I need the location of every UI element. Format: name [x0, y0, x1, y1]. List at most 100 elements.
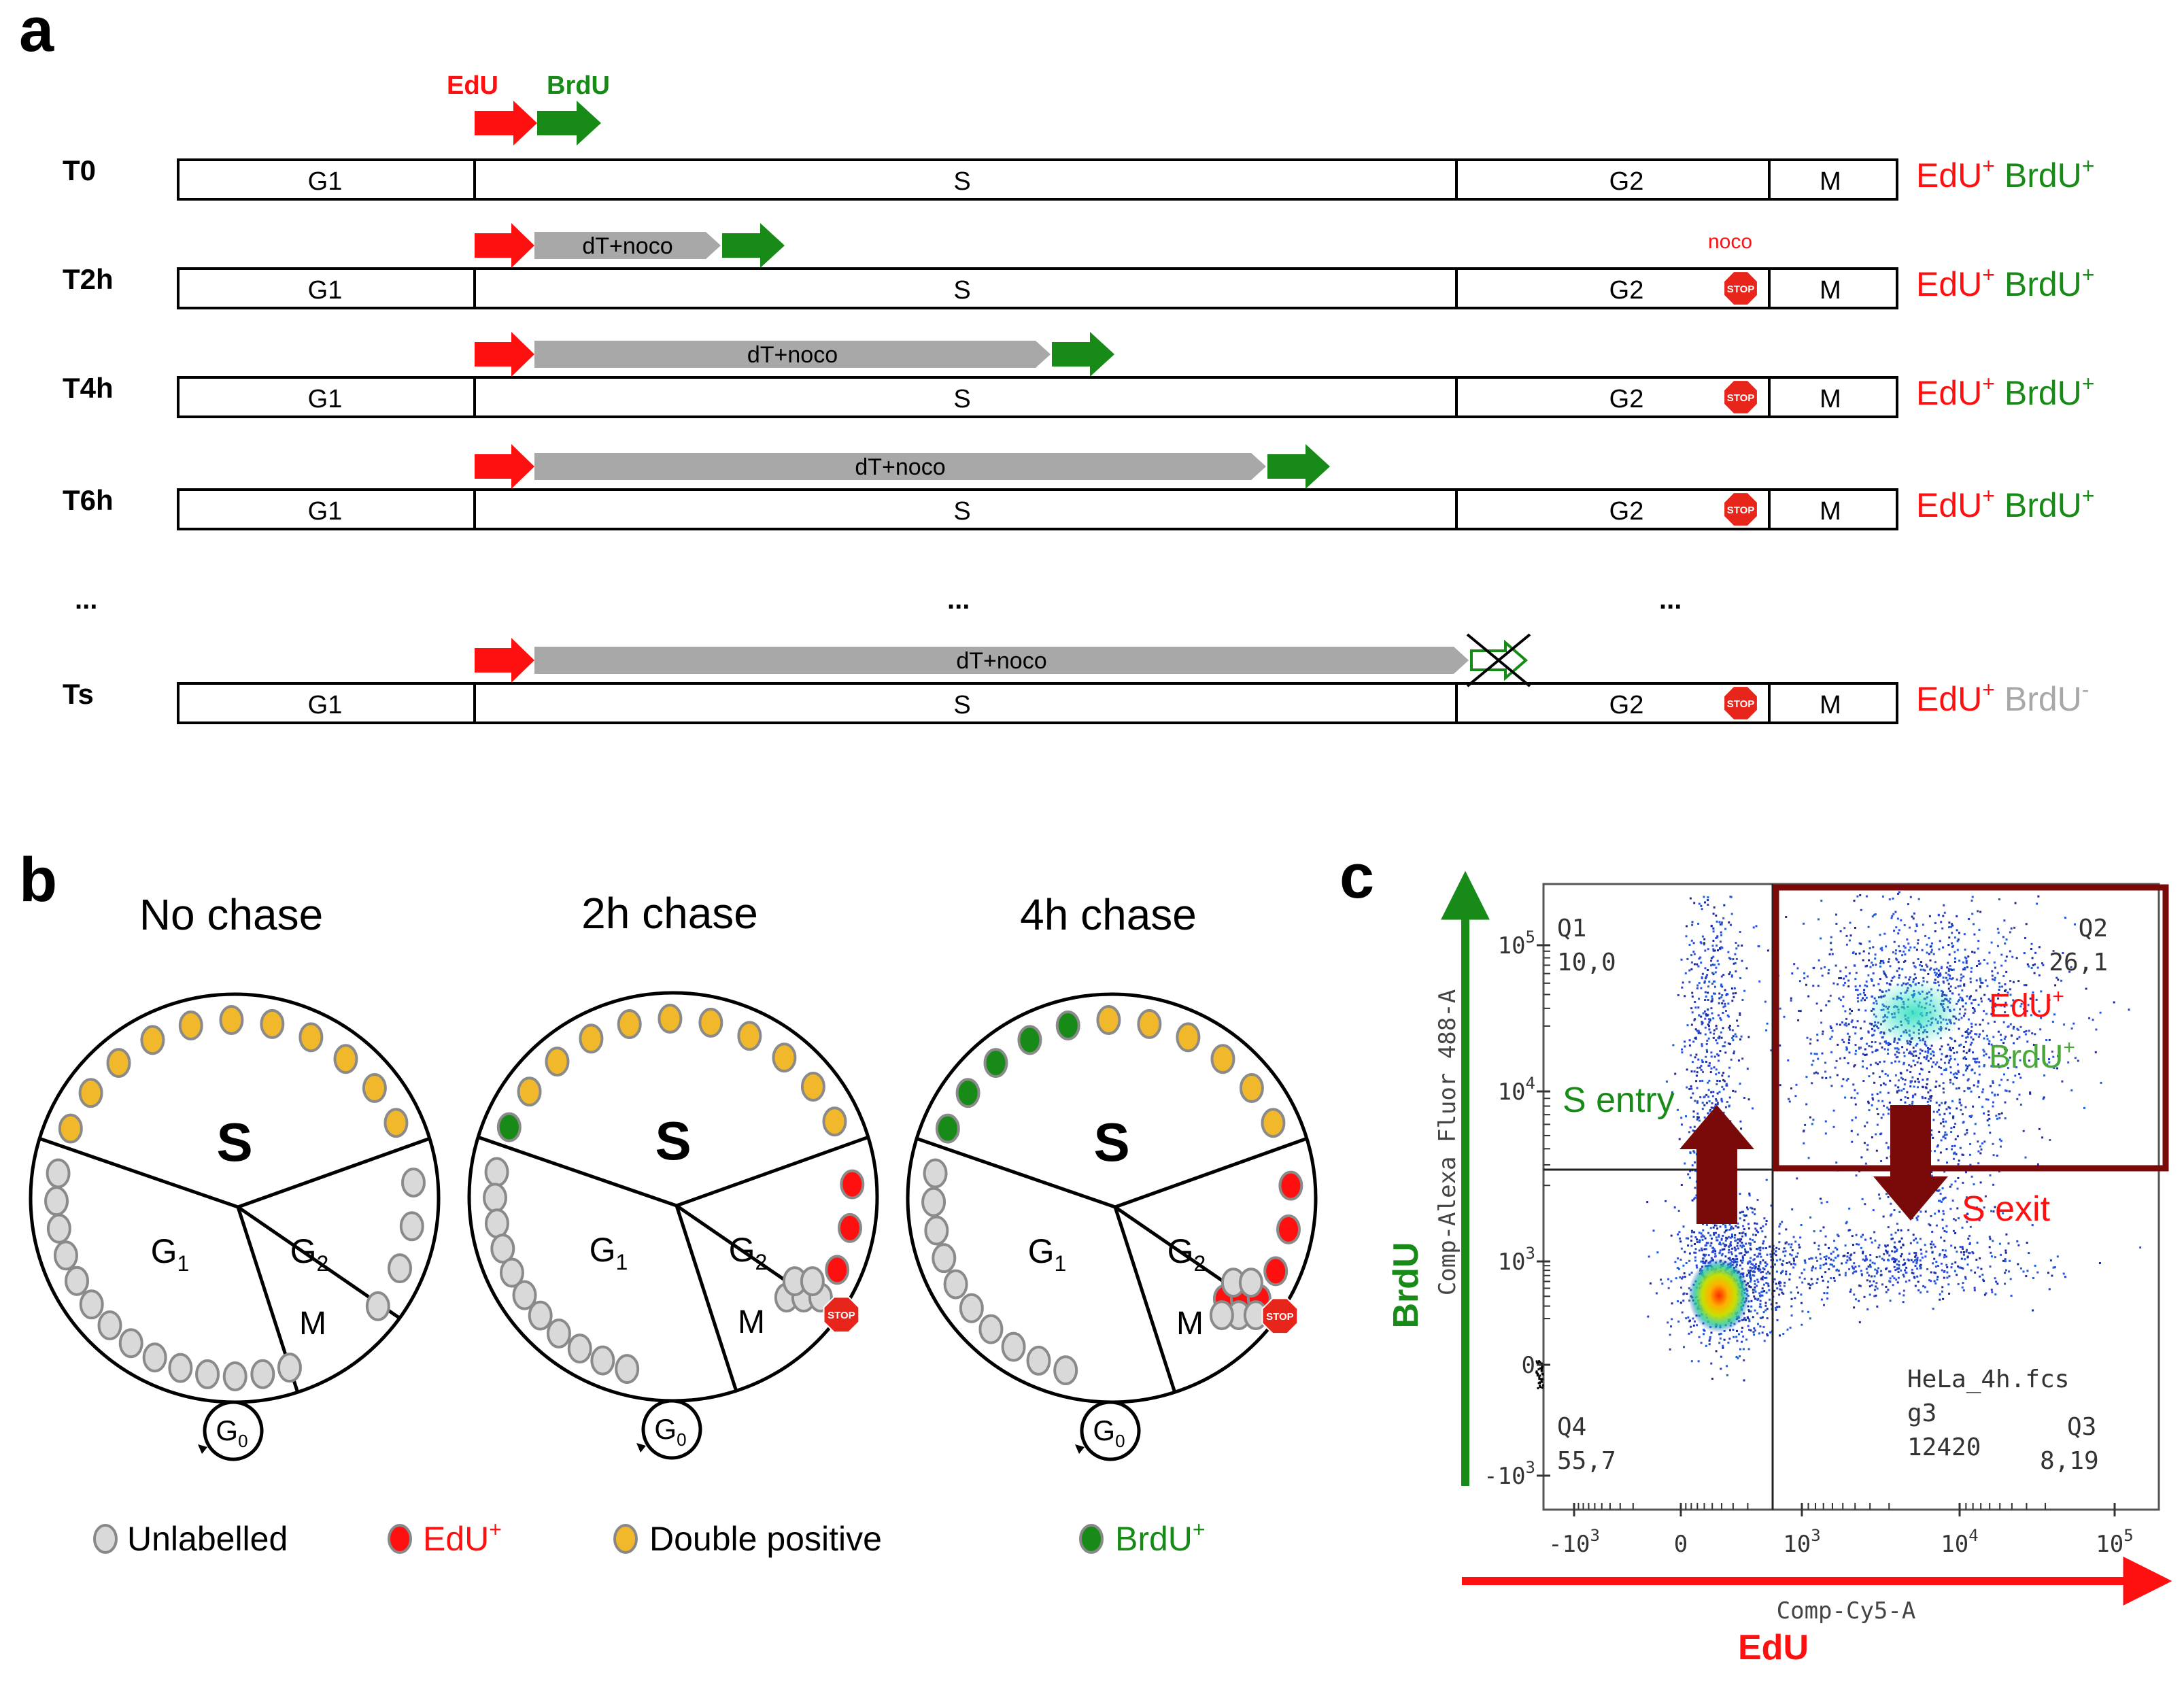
event-dot [1711, 1378, 1713, 1380]
event-dot [1764, 1302, 1767, 1304]
event-dot [1782, 1293, 1785, 1295]
event-dot [1816, 1034, 1819, 1036]
event-dot [1856, 997, 1859, 1000]
event-dot [2098, 1262, 2101, 1264]
event-dot [1671, 1318, 1673, 1321]
event-dot [1997, 945, 1999, 947]
event-dot [1912, 1272, 1915, 1275]
event-dot [1998, 1242, 2001, 1245]
event-dot [1856, 1243, 1858, 1246]
event-dot [1930, 1095, 1933, 1098]
event-dot [1869, 1237, 1872, 1240]
event-dot [1903, 924, 1906, 926]
event-dot [1722, 1045, 1724, 1048]
stop-sign-icon [823, 1296, 860, 1334]
event-dot [1925, 1058, 1928, 1061]
event-dot [1708, 1062, 1711, 1065]
event-dot [2095, 1028, 2098, 1031]
event-dot [1915, 925, 1918, 928]
event-dot [1778, 1232, 1781, 1235]
event-dot [1919, 1249, 1922, 1251]
event-dot [1669, 1348, 1671, 1351]
event-dot [1830, 1277, 1832, 1280]
event-dot [1914, 1050, 1917, 1053]
event-dot [1699, 1240, 1701, 1242]
event-dot [1950, 1244, 1953, 1247]
ellipsis-left: ... [75, 585, 97, 615]
event-dot [1965, 1196, 1968, 1199]
event-dot [2002, 1212, 2004, 1215]
event-dot [1939, 1200, 1941, 1202]
event-dot [2016, 1240, 2019, 1242]
event-dot [1937, 969, 1940, 972]
event-dot [1737, 1059, 1740, 1062]
event-dot [1686, 925, 1688, 928]
event-dot [1759, 1303, 1762, 1306]
event-dot [1861, 1198, 1864, 1200]
event-dot [1690, 1272, 1693, 1274]
event-dot [1826, 1292, 1828, 1295]
event-dot [1885, 1285, 1888, 1288]
event-dot [1649, 1282, 1652, 1285]
event-dot [1739, 1259, 1742, 1262]
event-dot [1788, 1261, 1791, 1263]
event-dot [1962, 1289, 1965, 1292]
event-dot [1912, 1261, 1915, 1263]
event-dot [1747, 1317, 1749, 1319]
event-dot [1905, 1280, 1907, 1283]
event-dot [1853, 1270, 1856, 1273]
event-dot [1837, 1234, 1839, 1236]
event-dot [1679, 1237, 1682, 1240]
event-dot [2034, 1033, 2036, 1036]
event-dot [1912, 962, 1915, 964]
event-dot [2009, 988, 2011, 991]
event-dot [1996, 1045, 1998, 1047]
event-dot [1733, 1261, 1735, 1264]
event-dot [1877, 1246, 1880, 1249]
event-dot [1939, 1048, 1942, 1051]
result-label: EdU+ BrdU+ [1916, 154, 2094, 194]
event-dot [1958, 1217, 1960, 1219]
event-dot [2018, 1073, 2021, 1076]
event-dot [1887, 1053, 1890, 1055]
event-dot [1694, 1187, 1696, 1189]
event-dot [1871, 1051, 1874, 1053]
event-dot [1690, 1360, 1693, 1363]
event-dot [1947, 970, 1950, 972]
event-dot [1936, 1265, 1939, 1267]
event-dot [1855, 1234, 1858, 1236]
event-dot [2022, 1270, 2025, 1273]
event-dot [1998, 1066, 2001, 1068]
event-dot [1750, 1263, 1753, 1266]
event-dot [1887, 960, 1890, 963]
event-dot [1913, 1251, 1916, 1254]
edge-event [1538, 1376, 1541, 1379]
event-dot [1850, 1253, 1853, 1256]
event-dot [1893, 1266, 1896, 1268]
event-dot [1857, 994, 1860, 996]
edge-event [1539, 1381, 1541, 1384]
event-dot [1824, 1132, 1827, 1135]
event-dot [1898, 1292, 1901, 1295]
event-dot [2004, 983, 2007, 985]
circle-title: 4h chase [1020, 890, 1197, 939]
event-dot [1752, 1211, 1754, 1214]
event-dot [2029, 1092, 2032, 1095]
event-dot [1830, 1027, 1832, 1029]
event-dot [1695, 1264, 1698, 1267]
event-dot [1739, 1232, 1741, 1235]
event-dot [1758, 1332, 1760, 1335]
event-dot [1713, 992, 1716, 995]
event-dot [1688, 1039, 1691, 1042]
event-dot [1735, 992, 1737, 995]
event-dot [1821, 974, 1824, 977]
event-dot [1728, 1066, 1731, 1069]
event-dot [1747, 1269, 1750, 1272]
event-dot [1949, 1066, 1952, 1068]
event-dot [1885, 1249, 1887, 1252]
event-dot [2012, 1081, 2015, 1084]
event-dot [1703, 1010, 1706, 1013]
event-dot [1913, 946, 1916, 949]
event-dot [1845, 1049, 1848, 1051]
event-dot [1707, 1112, 1709, 1115]
